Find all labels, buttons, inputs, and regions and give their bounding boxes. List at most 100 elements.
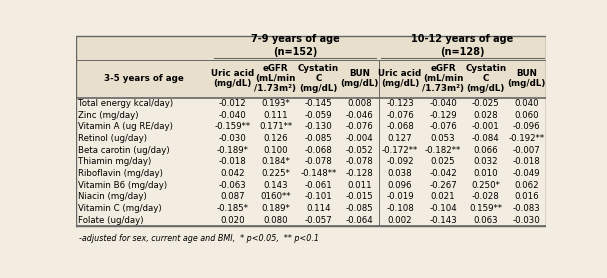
Text: -0.030: -0.030 xyxy=(219,134,246,143)
Text: -0.189*: -0.189* xyxy=(217,146,248,155)
Text: Cystatin
C
(mg/dL): Cystatin C (mg/dL) xyxy=(298,64,339,93)
Text: -0.148**: -0.148** xyxy=(300,169,336,178)
Text: -0.159**: -0.159** xyxy=(214,122,251,131)
Text: -0.042: -0.042 xyxy=(429,169,457,178)
Text: 0.002: 0.002 xyxy=(388,216,412,225)
Text: -0.015: -0.015 xyxy=(345,192,373,201)
Text: 0.053: 0.053 xyxy=(431,134,455,143)
Text: 10-12 years of age
(n=128): 10-12 years of age (n=128) xyxy=(412,34,514,57)
Text: 0160**: 0160** xyxy=(260,192,291,201)
Text: -0.007: -0.007 xyxy=(513,146,541,155)
Text: -0.040: -0.040 xyxy=(219,111,246,120)
Text: -0.078: -0.078 xyxy=(345,157,373,166)
Text: eGFR
(mL/min
/1.73m²): eGFR (mL/min /1.73m²) xyxy=(254,64,296,93)
Text: -0.018: -0.018 xyxy=(219,157,246,166)
Text: 0.080: 0.080 xyxy=(263,216,288,225)
Text: 0.111: 0.111 xyxy=(263,111,288,120)
Text: -0.092: -0.092 xyxy=(386,157,414,166)
Text: -0.061: -0.061 xyxy=(305,181,332,190)
Text: BUN
(mg/dL): BUN (mg/dL) xyxy=(507,69,546,88)
Text: Uric acid
(mg/dL): Uric acid (mg/dL) xyxy=(378,69,422,88)
Text: 0.096: 0.096 xyxy=(388,181,412,190)
Text: 0.087: 0.087 xyxy=(220,192,245,201)
Text: -0.172**: -0.172** xyxy=(382,146,418,155)
Text: -0.101: -0.101 xyxy=(305,192,332,201)
Text: -0.130: -0.130 xyxy=(305,122,332,131)
Text: -0.040: -0.040 xyxy=(429,99,457,108)
Text: -0.192**: -0.192** xyxy=(509,134,545,143)
Text: 0.063: 0.063 xyxy=(473,216,498,225)
Text: -0.046: -0.046 xyxy=(345,111,373,120)
Text: -adjusted for sex, current age and BMI,  * p<0.05,  ** p<0.1: -adjusted for sex, current age and BMI, … xyxy=(79,234,319,243)
Text: 0.028: 0.028 xyxy=(473,111,498,120)
Text: -0.076: -0.076 xyxy=(386,111,414,120)
Text: Zinc (mg/day): Zinc (mg/day) xyxy=(78,111,139,120)
Text: 0.250*: 0.250* xyxy=(472,181,500,190)
Text: -0.018: -0.018 xyxy=(513,157,541,166)
Text: -0.068: -0.068 xyxy=(305,146,332,155)
Text: eGFR
(mL/min
/1.73m²): eGFR (mL/min /1.73m²) xyxy=(422,64,464,93)
Text: BUN
(mg/dL): BUN (mg/dL) xyxy=(340,69,378,88)
Text: -0.085: -0.085 xyxy=(305,134,332,143)
Text: 0.042: 0.042 xyxy=(220,169,245,178)
Text: 0.062: 0.062 xyxy=(515,181,539,190)
Text: 0.010: 0.010 xyxy=(473,169,498,178)
Text: -0.123: -0.123 xyxy=(386,99,414,108)
Text: 0.171**: 0.171** xyxy=(259,122,292,131)
Text: Total energy kcal/day): Total energy kcal/day) xyxy=(78,99,174,108)
Text: 0.060: 0.060 xyxy=(515,111,539,120)
Text: 0.184*: 0.184* xyxy=(261,157,290,166)
Text: 0.127: 0.127 xyxy=(388,134,412,143)
Text: 0.032: 0.032 xyxy=(473,157,498,166)
Text: -0.096: -0.096 xyxy=(513,122,541,131)
Text: 0.016: 0.016 xyxy=(515,192,539,201)
Text: 0.040: 0.040 xyxy=(515,99,539,108)
Text: -0.057: -0.057 xyxy=(305,216,332,225)
Text: 0.143: 0.143 xyxy=(263,181,288,190)
Text: 0.066: 0.066 xyxy=(473,146,498,155)
Text: -0.076: -0.076 xyxy=(429,122,457,131)
Text: -0.030: -0.030 xyxy=(513,216,541,225)
Text: Retinol (ug/day): Retinol (ug/day) xyxy=(78,134,148,143)
Text: -0.143: -0.143 xyxy=(429,216,457,225)
Text: -0.083: -0.083 xyxy=(513,204,541,213)
Text: Cystatin
C
(mg/dL): Cystatin C (mg/dL) xyxy=(466,64,506,93)
Text: -0.078: -0.078 xyxy=(305,157,332,166)
Text: Vitamin C (mg/day): Vitamin C (mg/day) xyxy=(78,204,162,213)
Text: 0.100: 0.100 xyxy=(263,146,288,155)
Text: -0.076: -0.076 xyxy=(345,122,373,131)
Text: -0.085: -0.085 xyxy=(345,204,373,213)
Text: -0.185*: -0.185* xyxy=(217,204,248,213)
Text: 0.114: 0.114 xyxy=(306,204,331,213)
Text: -0.084: -0.084 xyxy=(472,134,500,143)
FancyBboxPatch shape xyxy=(76,60,546,98)
Text: -0.145: -0.145 xyxy=(305,99,332,108)
Text: Thiamin mg/day): Thiamin mg/day) xyxy=(78,157,152,166)
Text: Vitamin B6 (mg/day): Vitamin B6 (mg/day) xyxy=(78,181,168,190)
Text: -0.025: -0.025 xyxy=(472,99,500,108)
Text: Riboflavin (mg/day): Riboflavin (mg/day) xyxy=(78,169,163,178)
Text: 7-9 years of age
(n=152): 7-9 years of age (n=152) xyxy=(251,34,339,57)
Text: 0.193*: 0.193* xyxy=(261,99,290,108)
Text: -0.068: -0.068 xyxy=(386,122,414,131)
Text: Folate (ug/day): Folate (ug/day) xyxy=(78,216,144,225)
Text: -0.019: -0.019 xyxy=(386,192,414,201)
Text: -0.128: -0.128 xyxy=(345,169,373,178)
Text: -0.059: -0.059 xyxy=(305,111,332,120)
Text: Vitamin A (ug RE/day): Vitamin A (ug RE/day) xyxy=(78,122,173,131)
Text: -0.049: -0.049 xyxy=(513,169,541,178)
Text: 0.189*: 0.189* xyxy=(261,204,290,213)
Text: 0.020: 0.020 xyxy=(220,216,245,225)
Text: -0.004: -0.004 xyxy=(345,134,373,143)
Text: -0.104: -0.104 xyxy=(429,204,457,213)
Text: -0.182**: -0.182** xyxy=(425,146,461,155)
Text: -0.129: -0.129 xyxy=(429,111,457,120)
Text: -0.028: -0.028 xyxy=(472,192,500,201)
Text: 0.225*: 0.225* xyxy=(261,169,290,178)
Text: -0.052: -0.052 xyxy=(345,146,373,155)
Text: Niacin (mg/day): Niacin (mg/day) xyxy=(78,192,147,201)
Text: -0.063: -0.063 xyxy=(219,181,246,190)
Text: -0.001: -0.001 xyxy=(472,122,500,131)
Text: -0.108: -0.108 xyxy=(386,204,414,213)
Text: Beta carotin (ug/day): Beta carotin (ug/day) xyxy=(78,146,170,155)
